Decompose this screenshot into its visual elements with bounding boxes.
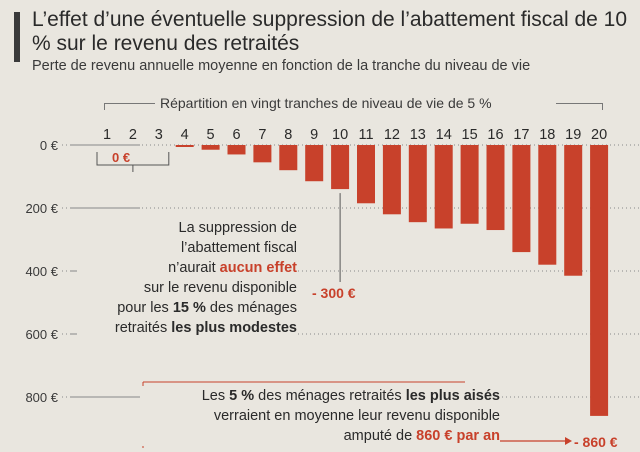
zero-value-label: 0 € (112, 150, 131, 165)
x-tick-label: 4 (181, 127, 189, 143)
x-tick-label: 5 (207, 127, 215, 143)
y-tick-label: 0 € (40, 138, 59, 153)
x-tick-label: 10 (332, 127, 348, 143)
ann1-line5a: pour les (117, 300, 173, 316)
x-axis-title: Répartition en vingt tranches de niveau … (160, 95, 492, 111)
x-tick-label: 9 (310, 127, 318, 143)
ann1-line2: l’abattement fiscal (180, 240, 297, 256)
ann2-line1c: des ménages retraités (254, 388, 406, 404)
ann1-line1: La suppression de (178, 220, 298, 236)
zero-bracket (96, 152, 170, 166)
x-tick-label: 16 (487, 127, 503, 143)
ann2-line3b: 860 € par an (416, 428, 500, 444)
bar (460, 145, 479, 224)
ann2-line3a: amputé de (343, 428, 417, 444)
ann1-line5c: des ménages (205, 300, 297, 316)
x-tick-label: 19 (565, 127, 581, 143)
ann2-line2: verraient en moyenne leur revenu disponi… (213, 408, 500, 424)
chart-title: L’effet d’une éventuelle suppression de … (32, 8, 628, 55)
bar (590, 145, 609, 416)
x-tick-label: 20 (591, 127, 607, 143)
title-accent-bar (14, 12, 20, 62)
repartition-bracket-left (104, 103, 155, 110)
arrow-head (565, 437, 572, 445)
ann2-line1b: 5 % (229, 388, 255, 404)
x-tick-label: 12 (384, 127, 400, 143)
y-tick-label: 200 € (25, 201, 58, 216)
bar (512, 145, 531, 253)
x-tick-label: 18 (539, 127, 555, 143)
value-label-300: - 300 € (312, 285, 356, 301)
chart-subtitle: Perte de revenu annuelle moyenne en fonc… (32, 58, 531, 74)
annotation-modest: La suppression de l’abattement fiscal n’… (77, 218, 297, 338)
ann1-line3b: aucun effet (219, 260, 297, 276)
bar (305, 145, 324, 182)
x-tick-label: 3 (155, 127, 163, 143)
x-tick-label: 1 (103, 127, 111, 143)
bar (331, 145, 350, 190)
ann1-line3a: n’aurait (168, 260, 220, 276)
x-tick-label: 15 (462, 127, 478, 143)
bar (357, 145, 375, 204)
y-tick-label: 400 € (25, 264, 58, 279)
ann1-line5b: 15 % (172, 300, 206, 316)
x-tick-label: 6 (232, 127, 240, 143)
bar (382, 145, 401, 215)
x-tick-label: 8 (284, 127, 292, 143)
bar (564, 145, 583, 276)
y-tick-label: 800 € (25, 390, 58, 405)
annotation-wealthy: Les 5 % des ménages retraités les plus a… (140, 386, 500, 446)
ann1-line6b: les plus modestes (171, 320, 297, 336)
ann2-line1a: Les (201, 388, 230, 404)
bar (538, 145, 557, 265)
x-tick-label: 7 (258, 127, 266, 143)
bar (227, 145, 246, 155)
x-tick-label: 2 (129, 127, 137, 143)
value-label-860: - 860 € (574, 434, 618, 450)
bar (408, 145, 427, 223)
x-tick-label: 13 (410, 127, 426, 143)
bar (486, 145, 505, 231)
ann1-line4: sur le revenu disponible (143, 280, 297, 296)
bar (175, 145, 194, 147)
bar (201, 145, 220, 150)
x-tick-label: 14 (436, 127, 452, 143)
bar (279, 145, 298, 171)
bar (434, 145, 453, 229)
y-tick-label: 600 € (25, 327, 58, 342)
ann2-line1d: les plus aisés (405, 388, 500, 404)
bar (253, 145, 272, 163)
ann1-line6a: retraités (114, 320, 172, 336)
x-tick-label: 11 (358, 127, 373, 143)
x-tick-label: 17 (513, 127, 529, 143)
repartition-bracket-right (556, 103, 603, 110)
